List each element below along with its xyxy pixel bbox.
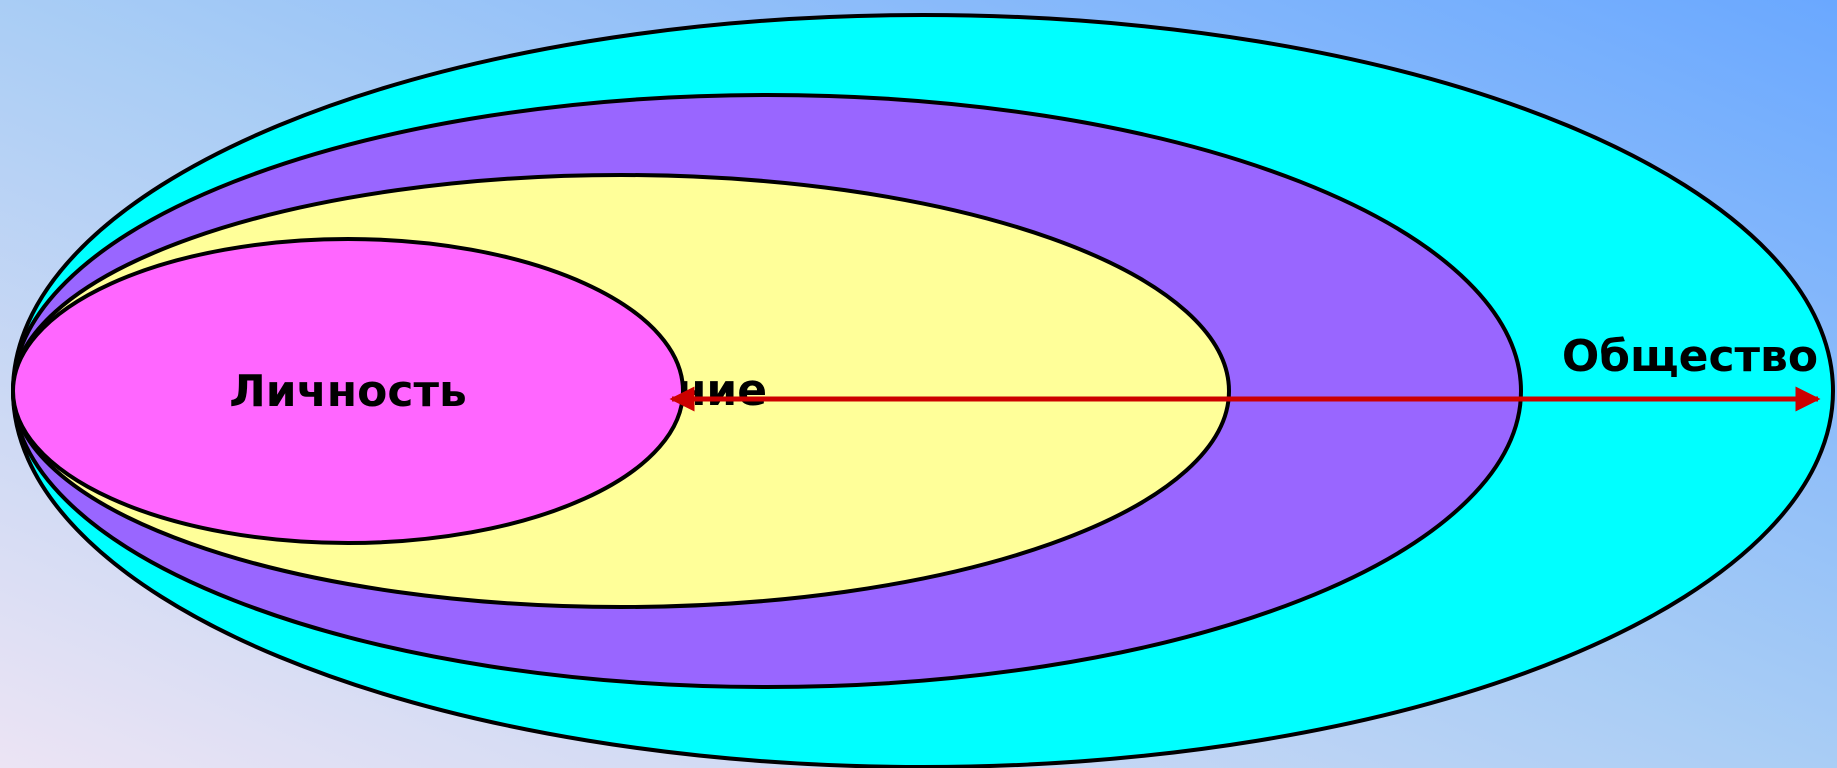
label-society: Общество	[1562, 331, 1818, 382]
label-personality: Личность	[229, 366, 467, 417]
